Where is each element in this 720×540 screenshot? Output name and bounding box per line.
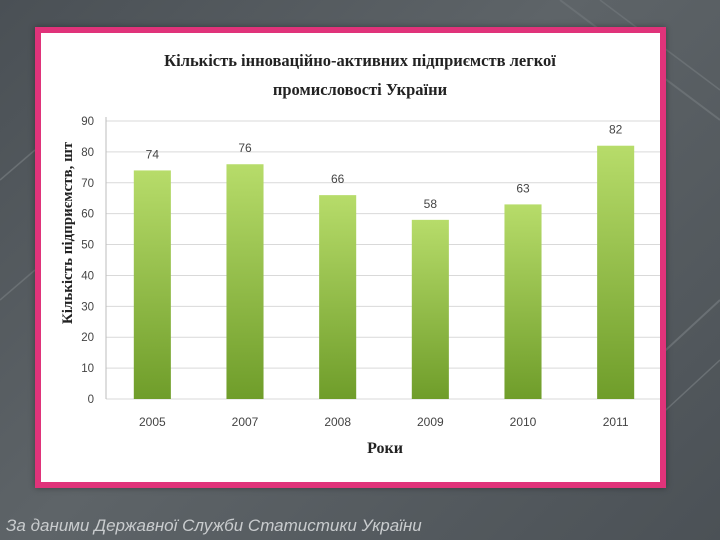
x-axis-label: Роки (367, 440, 403, 457)
x-tick-label-2010: 2010 (510, 415, 537, 429)
x-tick-label-2005: 2005 (139, 415, 166, 429)
data-label-2011: 82 (609, 123, 623, 137)
y-tick-label: 30 (81, 301, 94, 313)
bar-2008 (319, 195, 357, 399)
y-tick-label: 40 (81, 270, 94, 282)
x-tick-label-2009: 2009 (417, 415, 444, 429)
y-tick-label: 0 (88, 394, 94, 406)
bar-chart: Кількість інноваційно-активних підприємс… (60, 51, 660, 457)
bar-2005 (133, 170, 171, 399)
y-tick-label: 80 (81, 147, 94, 159)
bar-2011 (597, 145, 635, 399)
data-label-2007: 76 (238, 141, 252, 155)
y-tick-label: 10 (81, 363, 94, 375)
chart-title-line-2: промисловості України (273, 80, 448, 99)
chart-title-line-1: Кількість інноваційно-активних підприємс… (164, 51, 556, 70)
data-label-2010: 63 (516, 181, 530, 195)
bar-2010 (504, 204, 542, 399)
y-tick-label: 60 (81, 209, 94, 221)
y-tick-label: 70 (81, 178, 94, 190)
source-note: За даними Державної Служби Статистики Ук… (6, 516, 422, 535)
data-label-2005: 74 (146, 147, 160, 161)
x-tick-label-2008: 2008 (324, 415, 351, 429)
bar-2007 (226, 164, 264, 399)
x-tick-label-2007: 2007 (232, 415, 259, 429)
data-label-2008: 66 (331, 172, 345, 186)
data-label-2009: 58 (424, 197, 438, 211)
y-tick-label: 90 (81, 116, 94, 128)
y-tick-label: 50 (81, 240, 94, 252)
y-axis-label: Кількість підприємств, шт (60, 141, 76, 324)
bar-2009 (411, 219, 449, 399)
y-tick-label: 20 (81, 332, 94, 344)
x-tick-label-2011: 2011 (603, 415, 629, 429)
